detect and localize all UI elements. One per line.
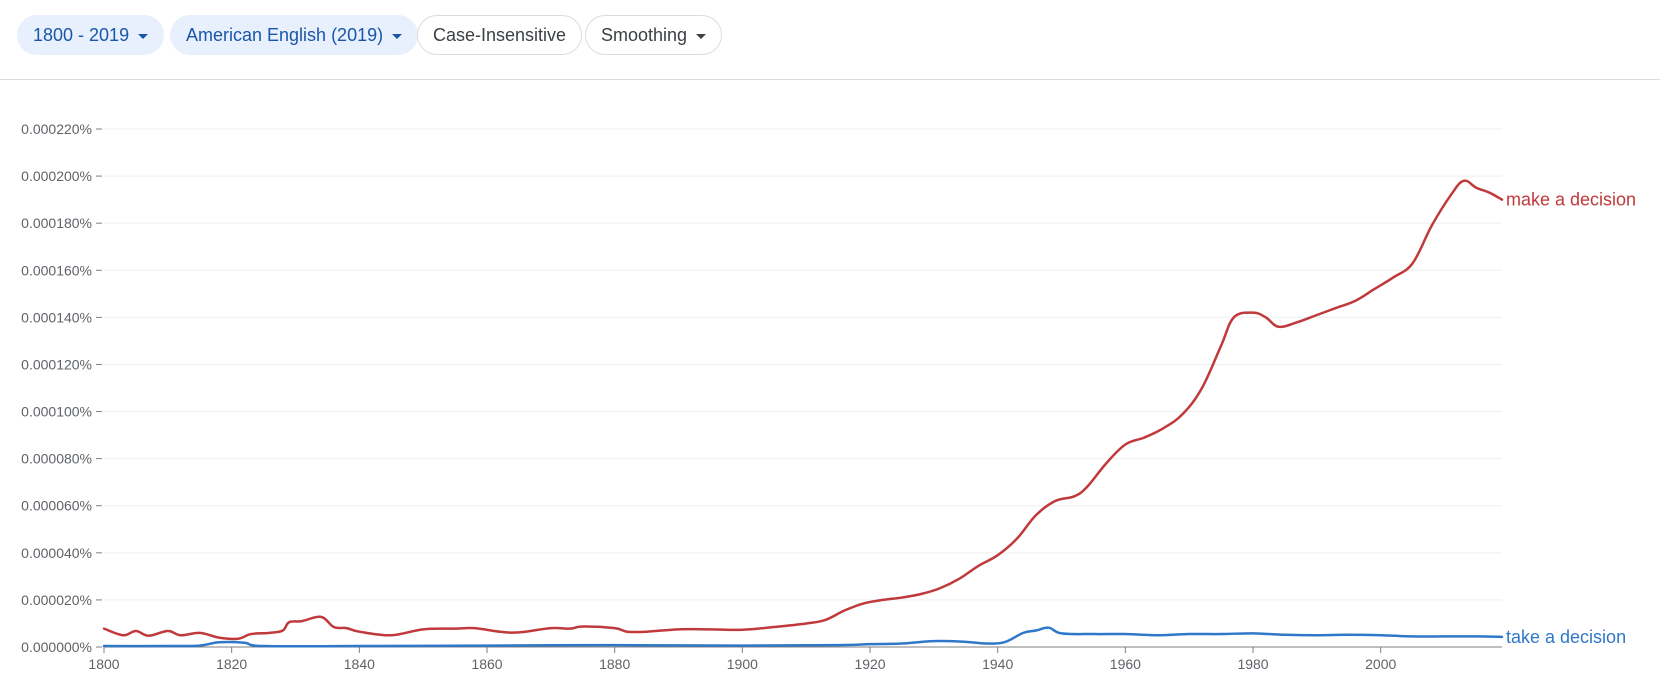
series-labels: make a decision take a decision xyxy=(1506,190,1636,647)
chevron-down-icon xyxy=(138,33,149,39)
x-tick-label: 1800 xyxy=(88,656,119,672)
y-tick-label: 0.000000% xyxy=(21,639,92,655)
y-tick-label: 0.000020% xyxy=(21,592,92,608)
series-line-take-a-decision[interactable] xyxy=(102,626,1504,648)
corpus-label: American English (2019) xyxy=(186,24,384,45)
series-lines xyxy=(102,179,1504,648)
y-tick-label: 0.000160% xyxy=(21,262,92,278)
series-label-take-a-decision[interactable]: take a decision xyxy=(1506,627,1626,647)
case-insensitive-label: Case-Insensitive xyxy=(433,24,567,45)
toolbar: 1800 - 2019 American English (2019) Case… xyxy=(0,0,1660,80)
corpus-dropdown[interactable]: American English (2019) xyxy=(170,15,419,55)
smoothing-label: Smoothing xyxy=(601,24,688,45)
y-tick-label: 0.000120% xyxy=(21,356,92,372)
year-range-label: 1800 - 2019 xyxy=(33,24,130,45)
y-tick-label: 0.000200% xyxy=(21,168,92,184)
case-insensitive-toggle[interactable]: Case-Insensitive xyxy=(417,15,583,55)
smoothing-dropdown[interactable]: Smoothing xyxy=(585,15,723,55)
y-tick-label: 0.000100% xyxy=(21,404,92,420)
x-tick-label: 1820 xyxy=(216,656,247,672)
x-axis: 1800 1820 1840 1860 1880 1900 1920 1940 1960 1980… xyxy=(88,646,1502,672)
x-tick-label: 1980 xyxy=(1237,656,1268,672)
x-tick-label: 1860 xyxy=(471,656,502,672)
series-label-make-a-decision[interactable]: make a decision xyxy=(1506,190,1636,210)
x-tick-label: 1920 xyxy=(854,656,885,672)
y-tick-label: 0.000080% xyxy=(21,451,92,467)
grid-lines xyxy=(104,128,1502,601)
x-tick-label: 2000 xyxy=(1365,656,1396,672)
ngram-chart: 0.000000% 0.000020% 0.000040% 0.000060% 0.00… xyxy=(21,121,1636,672)
x-tick-label: 1900 xyxy=(727,656,758,672)
y-axis: 0.000000% 0.000020% 0.000040% 0.000060% 0.00… xyxy=(21,121,102,655)
x-tick-label: 1960 xyxy=(1110,656,1141,672)
y-tick-label: 0.000060% xyxy=(21,498,92,514)
chevron-down-icon xyxy=(696,33,707,39)
y-tick-label: 0.000040% xyxy=(21,545,92,561)
y-tick-label: 0.000220% xyxy=(21,121,92,137)
y-tick-label: 0.000140% xyxy=(21,309,92,325)
series-line-make-a-decision[interactable] xyxy=(102,179,1504,641)
y-tick-label: 0.000180% xyxy=(21,215,92,231)
x-tick-label: 1840 xyxy=(344,656,375,672)
chevron-down-icon xyxy=(392,33,403,39)
x-tick-label: 1940 xyxy=(982,656,1013,672)
x-tick-label: 1880 xyxy=(599,656,630,672)
year-range-dropdown[interactable]: 1800 - 2019 xyxy=(17,15,165,55)
